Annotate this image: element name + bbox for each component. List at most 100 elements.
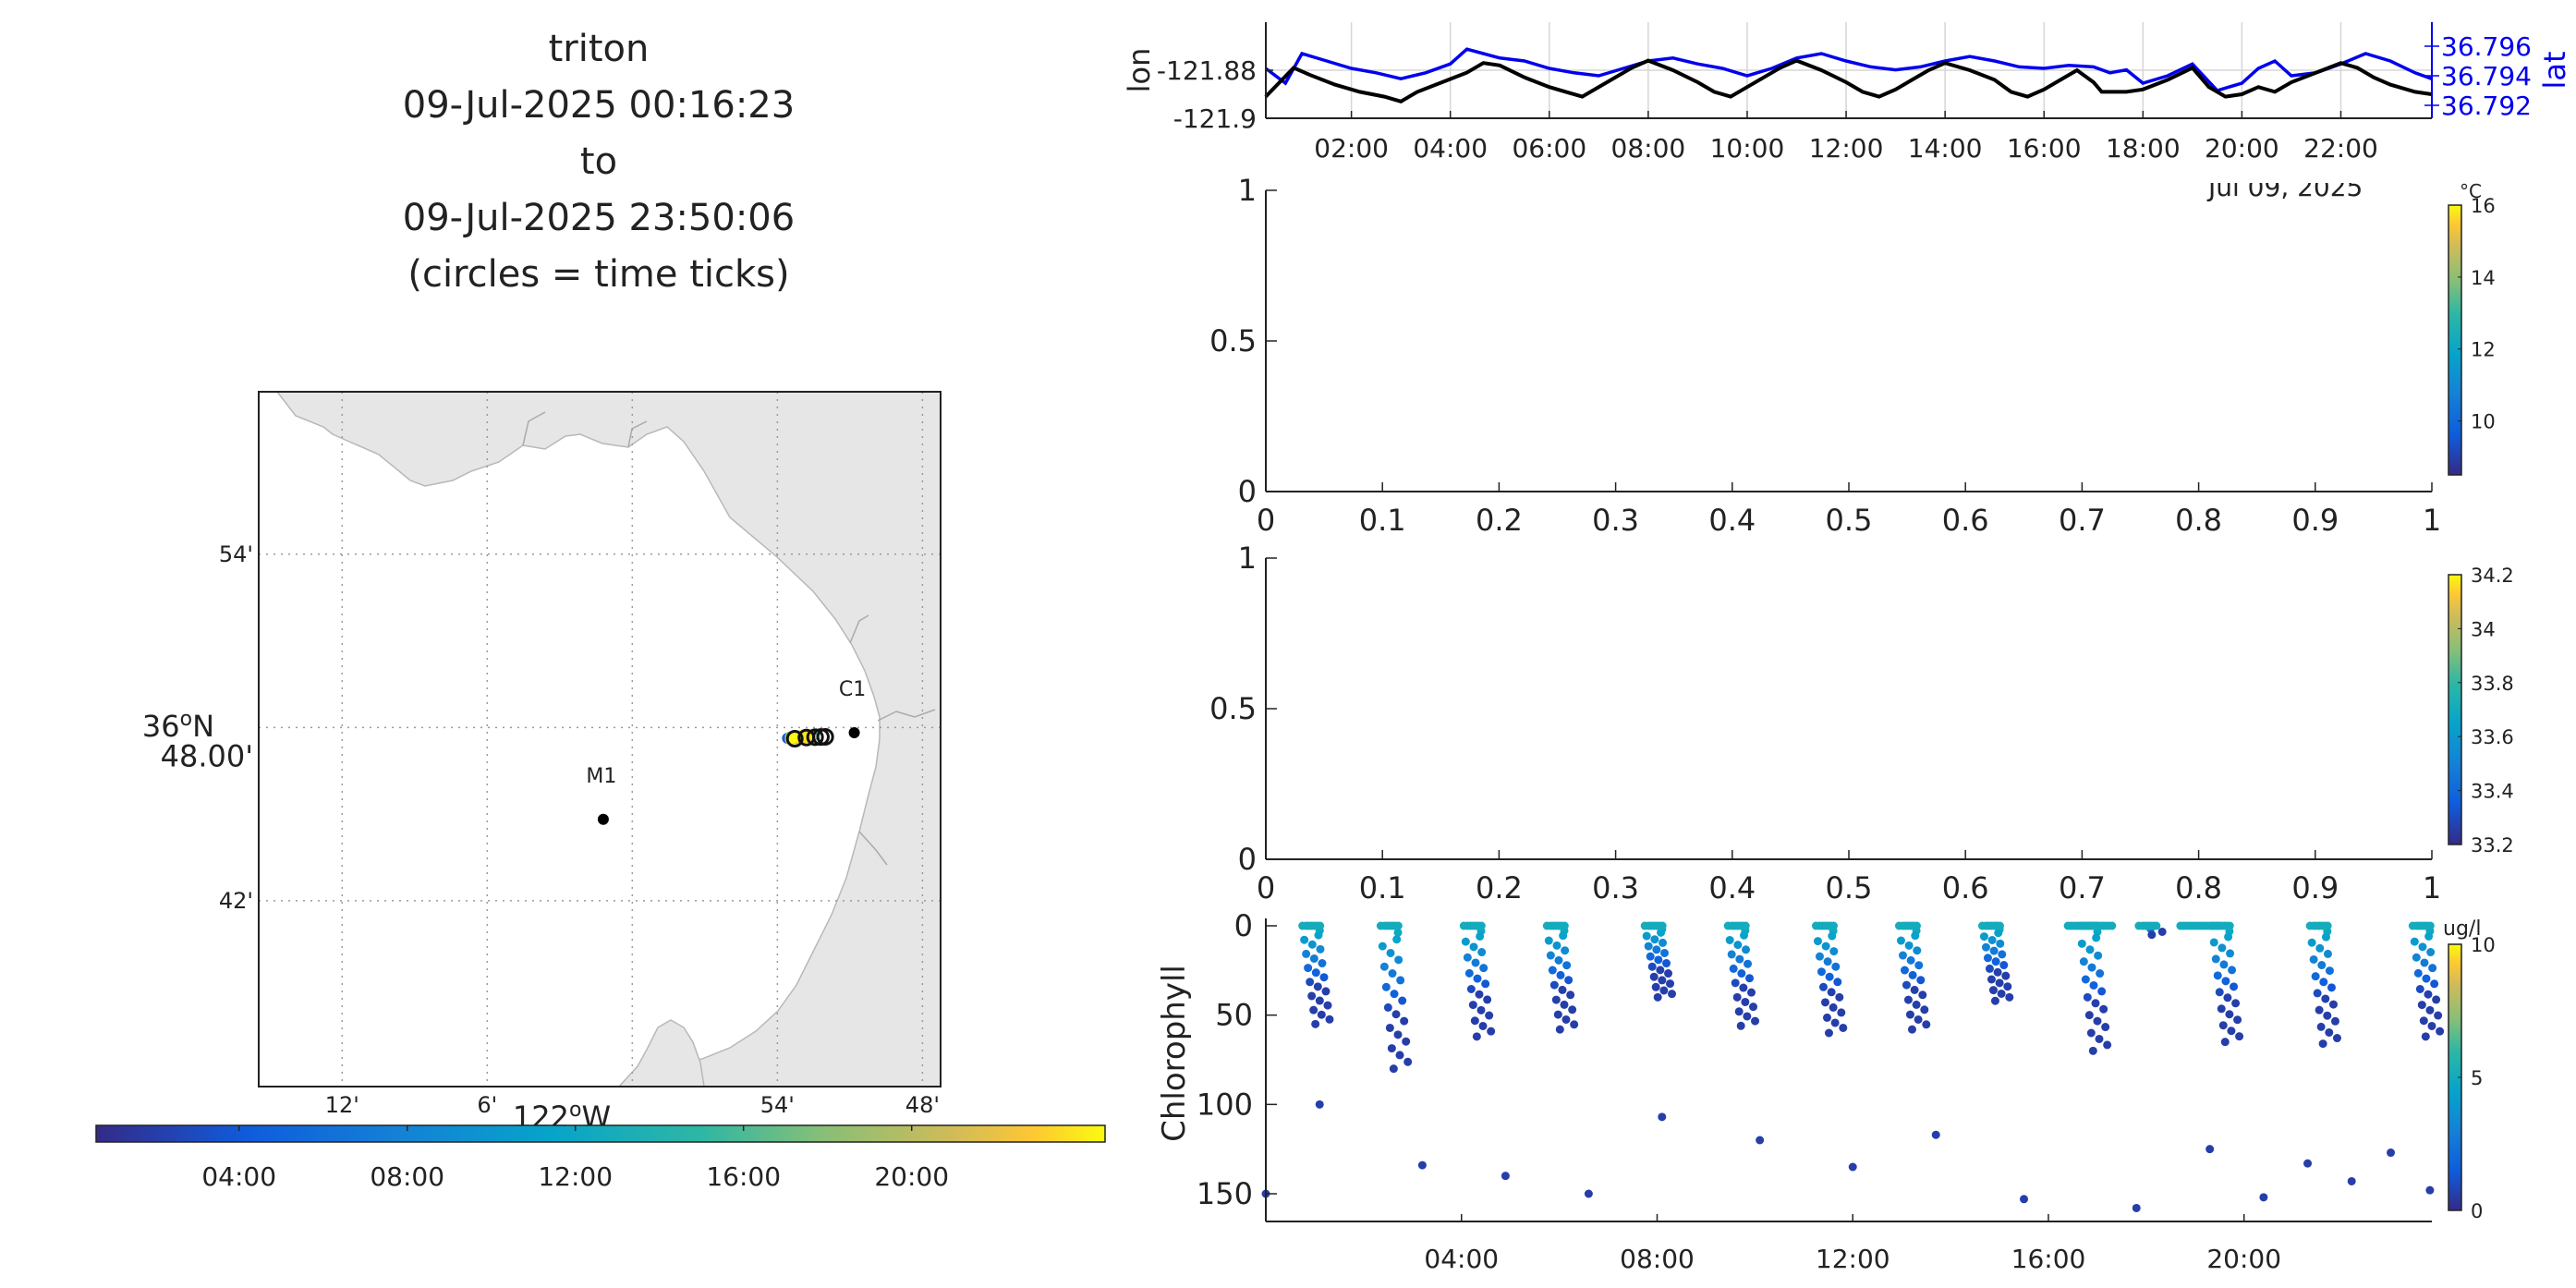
chl-point [1896, 936, 1905, 945]
chl-point [2086, 1028, 2096, 1038]
chl-point [1473, 974, 1482, 983]
chl-point [1307, 940, 1317, 949]
chl-point [1743, 1012, 1752, 1021]
title-block: triton 09-Jul-2025 00:16:23 to 09-Jul-20… [403, 28, 795, 296]
chl-point [1477, 948, 1487, 957]
chl-point [1464, 968, 1474, 978]
time-tick-circle [806, 728, 824, 747]
chl-point [1912, 1000, 1921, 1009]
chl-point [1830, 1018, 1840, 1027]
svg-text:36oN: 36oN [142, 708, 214, 744]
chl-point [2413, 968, 2423, 978]
map-land [276, 392, 941, 1087]
ts-x-tick-label: 14:00 [1908, 133, 1983, 164]
chl-point [2084, 1011, 2094, 1020]
chl-point [1659, 986, 1669, 995]
chl-point [1995, 921, 2004, 930]
chl-point [2219, 960, 2229, 969]
chl-x-tick-label: 20:00 [2206, 1244, 2281, 1274]
chl-point [1749, 1002, 1758, 1012]
position-timeseries-chart: 02:00 04:00 06:00 08:00 10:00 12:00 14:00 16:00… [1122, 22, 2572, 202]
chl-point [1658, 1112, 1667, 1122]
map-stations: M1 C1 [586, 678, 866, 825]
chl-point [2436, 1027, 2445, 1036]
chl-point [1747, 988, 1756, 997]
chl-point [1402, 1037, 1411, 1046]
chl-point [2321, 994, 2330, 1003]
chl-point [2313, 989, 2322, 998]
panel-x-tick-label: 0.3 [1592, 503, 1639, 538]
chl-point [1568, 1005, 1577, 1015]
panel-colorbar [2448, 574, 2462, 845]
panel-x-tick-label: 0.5 [1826, 503, 1873, 538]
lat-tick-label: 48.00' [161, 738, 253, 773]
chl-point [1848, 1162, 1857, 1172]
chl-point [2311, 972, 2320, 981]
chl-point [1914, 961, 1924, 970]
chl-point [2020, 1195, 2029, 1204]
chl-point [1476, 931, 1485, 941]
chl-point [1991, 957, 2000, 966]
chl-point [2093, 1016, 2102, 1026]
chl-point [1815, 952, 1824, 961]
colorbar-unit: °C [2460, 180, 2482, 202]
chl-point [2215, 988, 2224, 997]
chl-point [2081, 975, 2090, 984]
chl-point [2096, 969, 2105, 978]
chl-point [1998, 950, 2007, 959]
chl-point [1389, 1064, 1398, 1074]
chl-point [2225, 921, 2234, 930]
chl-point [1476, 921, 1486, 930]
chl-point [2330, 1016, 2339, 1026]
chl-point [1647, 962, 1657, 971]
chl-point [1475, 990, 1484, 999]
panel-y-tick-label: 1 [1238, 173, 1257, 208]
chl-x-tick-label: 16:00 [2011, 1244, 2086, 1274]
panel-x-tick-label: 0.3 [1592, 870, 1639, 905]
chl-point [2092, 933, 2101, 942]
chl-point [2417, 1001, 2426, 1010]
chl-point [2083, 992, 2092, 1002]
chl-point [2420, 958, 2429, 967]
chl-point [1546, 951, 1555, 960]
chl-point [2259, 1193, 2268, 1202]
chl-point [1544, 936, 1553, 945]
chl-point [2089, 980, 2098, 990]
station-label: M1 [586, 765, 616, 788]
ts-y2-tick-label: 36.796 [2441, 31, 2532, 62]
chl-point [2079, 957, 2088, 966]
ts-date-mask [2181, 172, 2458, 183]
chl-point [1321, 987, 1331, 996]
colorbar-tick-label: 33.8 [2471, 673, 2514, 695]
chl-point [1898, 951, 1907, 960]
chl-point [2091, 999, 2100, 1008]
chl-point [1918, 990, 1927, 1000]
panel-colorbar [2448, 204, 2462, 476]
chl-point [1829, 921, 1838, 930]
chl-point [1317, 1010, 1326, 1019]
chl-point [2077, 939, 2086, 948]
chl-point [1548, 966, 1557, 975]
colorbar-tick-label: 14 [2471, 267, 2496, 289]
chl-point [1735, 954, 1744, 964]
panel-x-tick-label: 0.7 [2059, 503, 2106, 538]
chl-point [1396, 976, 1405, 985]
chl-point [1650, 935, 1659, 944]
ts-x-tick-label: 04:00 [1413, 133, 1488, 164]
title-line-2: 09-Jul-2025 00:16:23 [403, 84, 795, 127]
chl-point [1906, 955, 1915, 965]
chl-point [1549, 980, 1559, 990]
chl-point [2231, 999, 2241, 1008]
panel-y-tick-label: 0 [1238, 842, 1257, 877]
chl-point [1821, 942, 1830, 951]
chl-point [2425, 921, 2435, 930]
lat-degree-label: 36oN [142, 708, 214, 744]
chl-point [1736, 1021, 1745, 1030]
chl-point [1654, 955, 1663, 965]
chl-point [1817, 967, 1826, 977]
ts-x-tick-label: 10:00 [1710, 133, 1785, 164]
chl-point [1660, 948, 1670, 957]
chl-point [1478, 1021, 1488, 1030]
colorbar-tick-label: 33.2 [2471, 834, 2514, 857]
